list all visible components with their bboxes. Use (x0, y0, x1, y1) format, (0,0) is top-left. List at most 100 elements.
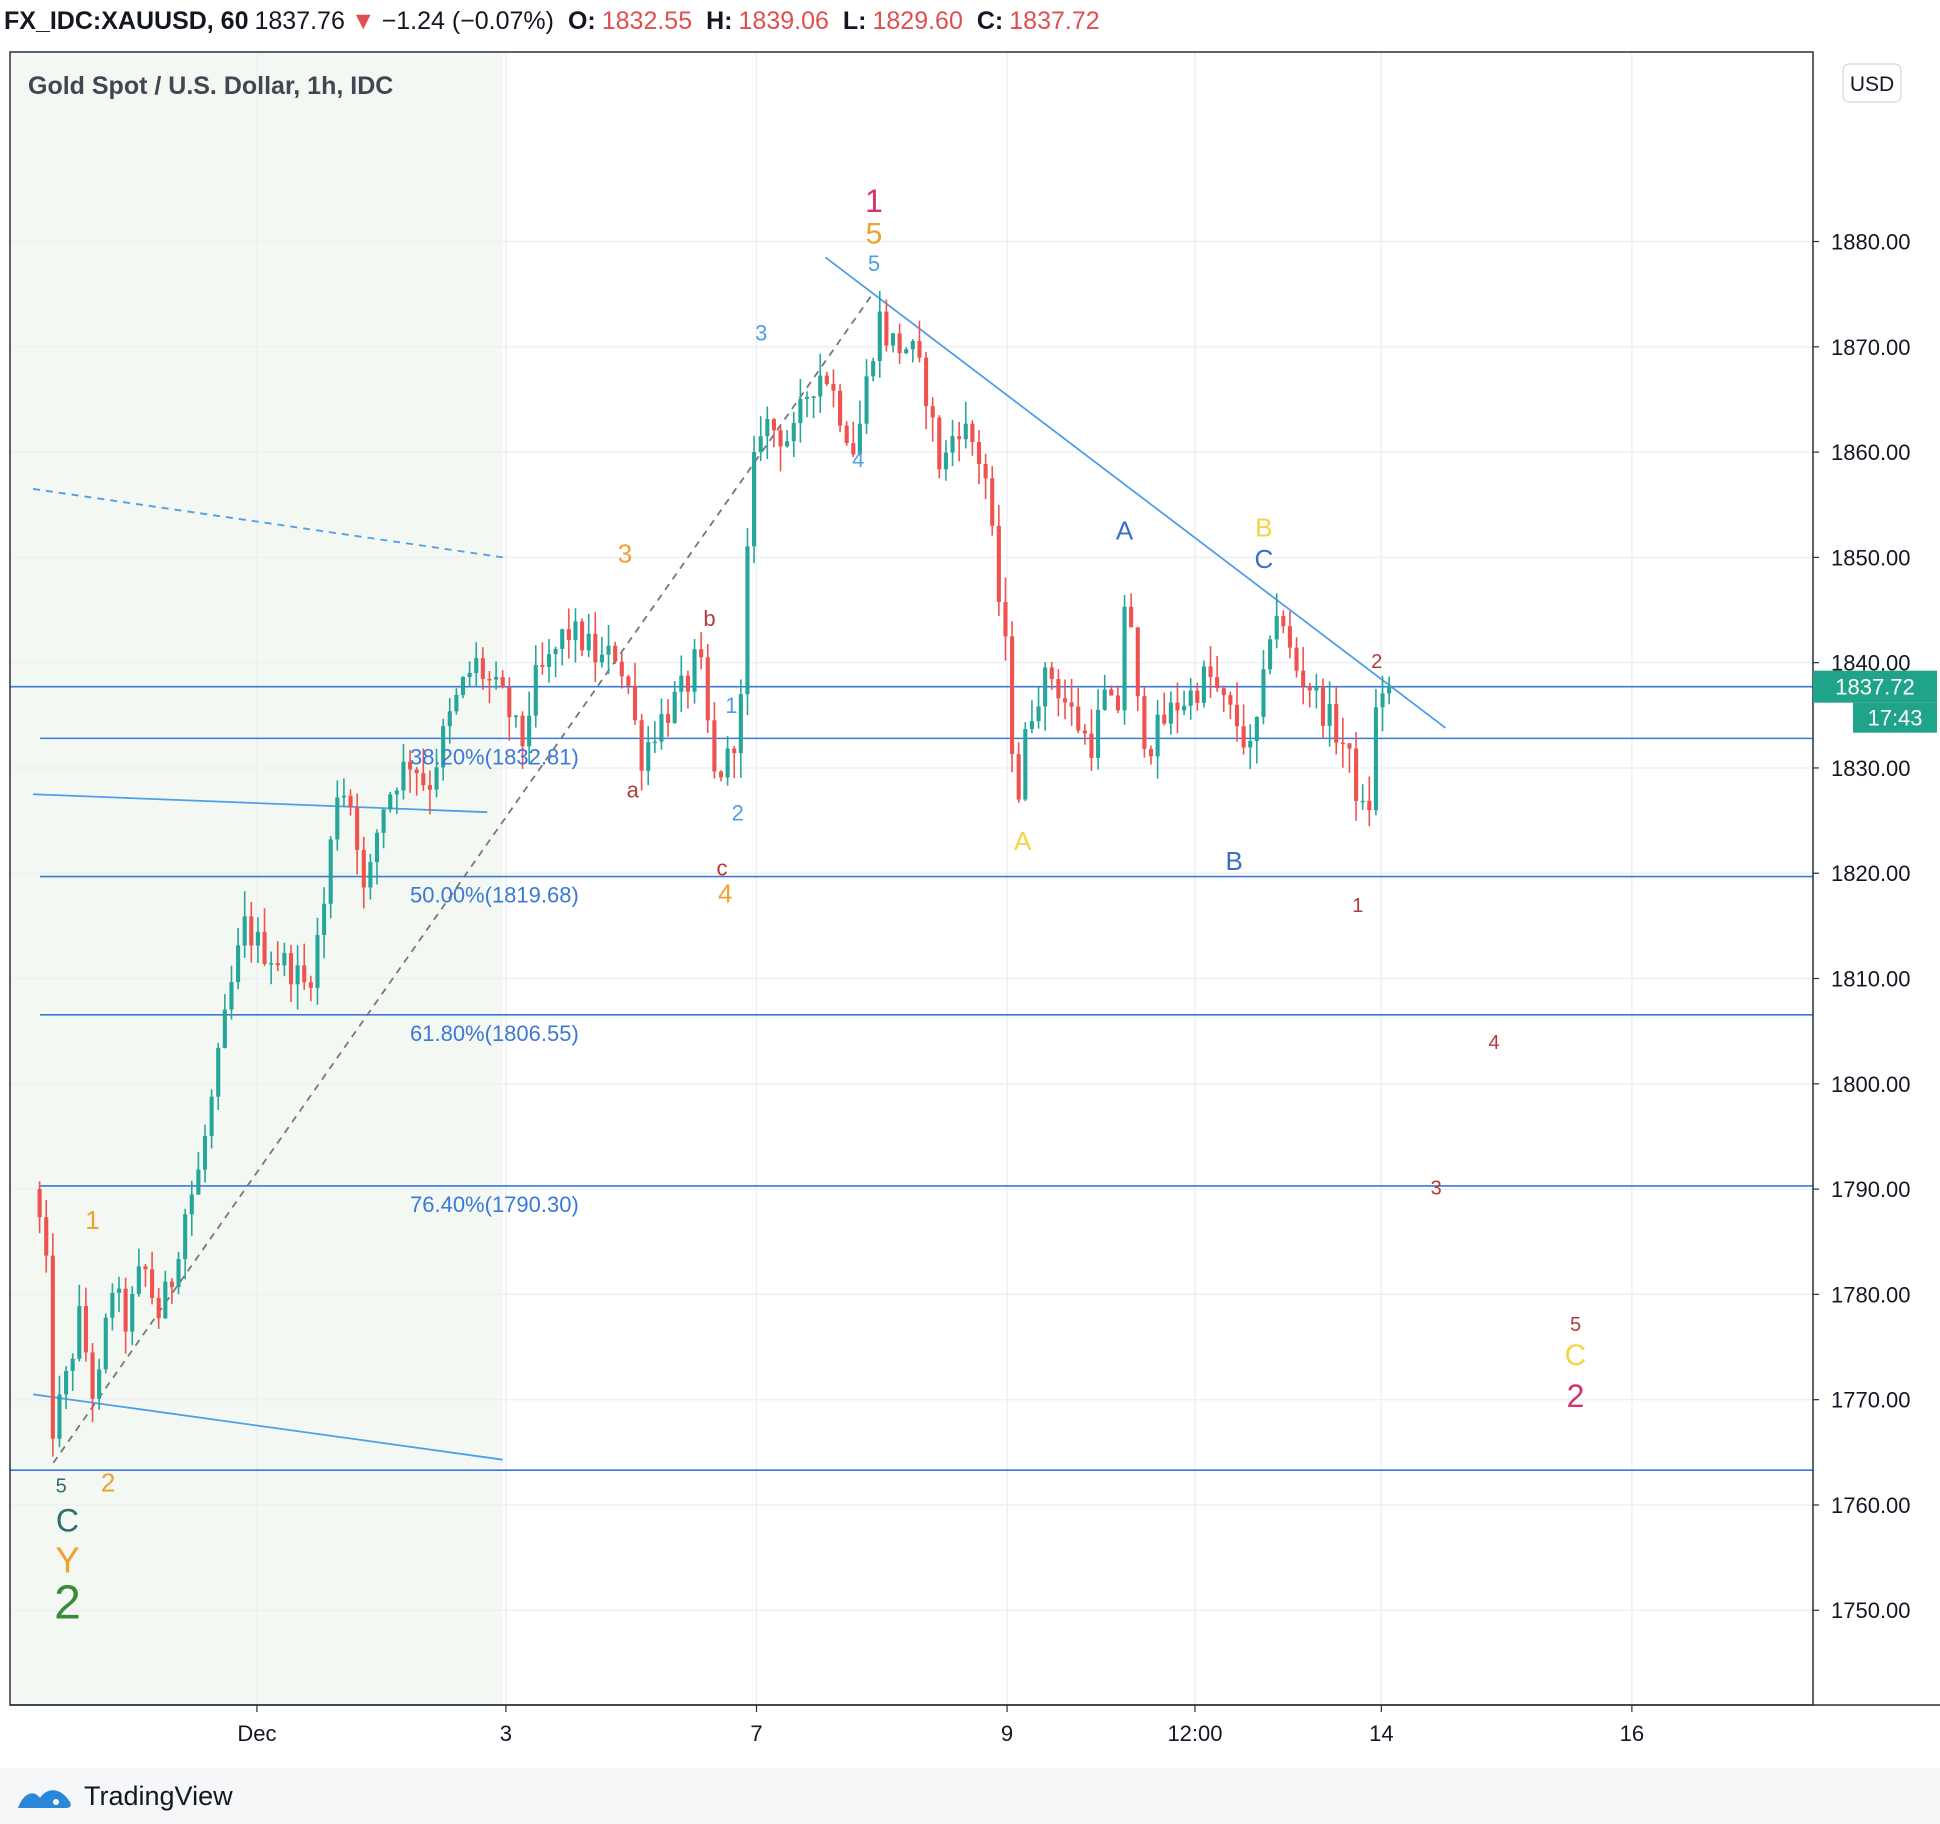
wave-label: c (717, 855, 728, 880)
candle-body (130, 1293, 135, 1332)
y-tick-label: 1800.00 (1831, 1072, 1911, 1097)
candle-body (1069, 702, 1074, 707)
candle-body (1049, 667, 1054, 680)
candle-body (586, 633, 591, 651)
candle-body (1281, 616, 1286, 627)
low-value: 1829.60 (872, 6, 963, 35)
candle-body (83, 1306, 88, 1353)
candle-body (917, 341, 922, 358)
candle-body (1307, 686, 1312, 691)
wave-label: 1 (865, 183, 883, 219)
x-tick-label: 7 (750, 1721, 762, 1746)
trendline[interactable] (32, 488, 503, 559)
candle-body (652, 741, 657, 744)
candle-body (447, 711, 452, 727)
y-tick-label: 1880.00 (1831, 230, 1911, 255)
candle-body (1287, 626, 1292, 648)
y-tick-label: 1770.00 (1831, 1388, 1911, 1413)
fib-level-label: 38.20%(1832.81) (410, 744, 579, 769)
trendline[interactable] (32, 1393, 503, 1461)
candle-body (1201, 666, 1206, 703)
candle-body (897, 333, 902, 354)
candle-body (494, 677, 499, 680)
candle-body (249, 916, 254, 946)
axes[interactable]: 1750.00 1760.00 1770.00 1780.00 1790.00 1800.… (9, 51, 1940, 1746)
candle-body (322, 903, 327, 936)
footer: TradingView (0, 1768, 1940, 1824)
drawing-lines[interactable] (10, 256, 1813, 1472)
candle-body (1347, 743, 1352, 749)
wave-label: A (1116, 515, 1134, 545)
price-chart[interactable]: 38.20%(1832.81) 50.00%(1819.68) 61.80%(180… (0, 0, 1940, 1765)
candle-body (1241, 726, 1246, 748)
wave-label: 3 (618, 539, 632, 569)
candle-body (513, 715, 518, 718)
y-tick-label: 1790.00 (1831, 1177, 1911, 1202)
candle-body (1221, 688, 1226, 696)
candle-body (666, 714, 671, 723)
candle-body (1056, 679, 1061, 699)
candle-body (1268, 639, 1273, 670)
candle-body (904, 349, 909, 354)
candle-body (1248, 741, 1253, 748)
candle-body (408, 761, 413, 770)
last-price-tag[interactable] (1813, 670, 1937, 703)
trendline[interactable] (32, 793, 488, 814)
candle-body (672, 691, 677, 723)
candle-body (388, 794, 393, 810)
candle-body (70, 1358, 75, 1371)
candle-body (57, 1394, 62, 1439)
candle-body (685, 675, 690, 692)
currency-button[interactable]: USD (1842, 63, 1902, 103)
candle-body (1314, 686, 1319, 691)
x-tick-label: Dec (237, 1721, 276, 1746)
candle-body (1188, 690, 1193, 706)
candle-body (295, 965, 300, 985)
candle-body (156, 1297, 161, 1319)
candle-body (335, 797, 340, 840)
candle-body (930, 406, 935, 418)
candle-body (778, 430, 783, 447)
candle-body (37, 1189, 42, 1218)
candle-body (877, 311, 882, 362)
candle-body (368, 862, 373, 888)
y-tick-label: 1780.00 (1831, 1282, 1911, 1307)
down-arrow-icon: ▼ (350, 6, 376, 35)
low-label: L: (842, 6, 867, 35)
candle-body (566, 629, 571, 641)
candle-body (1340, 742, 1345, 745)
candle-body (123, 1288, 128, 1332)
tradingview-logo-icon[interactable] (16, 1782, 74, 1810)
candle-body (1334, 703, 1339, 743)
candle-body (718, 771, 724, 778)
candle-body (692, 649, 697, 692)
candle-body (646, 742, 651, 771)
wave-label: 4 (852, 447, 864, 472)
countdown-label: 17:43 (1867, 706, 1922, 731)
candle-body (414, 769, 419, 774)
symbol-name[interactable]: FX_IDC:XAUUSD, 60 (4, 6, 249, 35)
candle-body (454, 694, 459, 712)
candle-body (1215, 677, 1220, 689)
candle-body (1320, 686, 1326, 726)
high-value: 1839.06 (738, 6, 829, 35)
candle-body (169, 1281, 174, 1288)
trendline[interactable] (52, 293, 874, 1464)
trendline[interactable] (824, 256, 1447, 729)
candle-body (824, 375, 829, 384)
candle-body (738, 694, 743, 754)
candle-body (540, 664, 545, 667)
wave-label: 2 (732, 801, 744, 826)
candle-body (50, 1255, 55, 1439)
candle-body (1135, 627, 1140, 697)
candle-body (1182, 705, 1187, 711)
candle-body (765, 418, 770, 437)
tradingview-brand[interactable]: TradingView (84, 1780, 233, 1811)
open-label: O: (567, 6, 596, 35)
candle-body (1175, 702, 1180, 711)
candle-body (752, 452, 757, 547)
candle-body (619, 661, 624, 677)
candle-body (421, 773, 426, 786)
candle-body (851, 443, 856, 455)
fib-level-label: 50.00%(1819.68) (410, 883, 579, 908)
